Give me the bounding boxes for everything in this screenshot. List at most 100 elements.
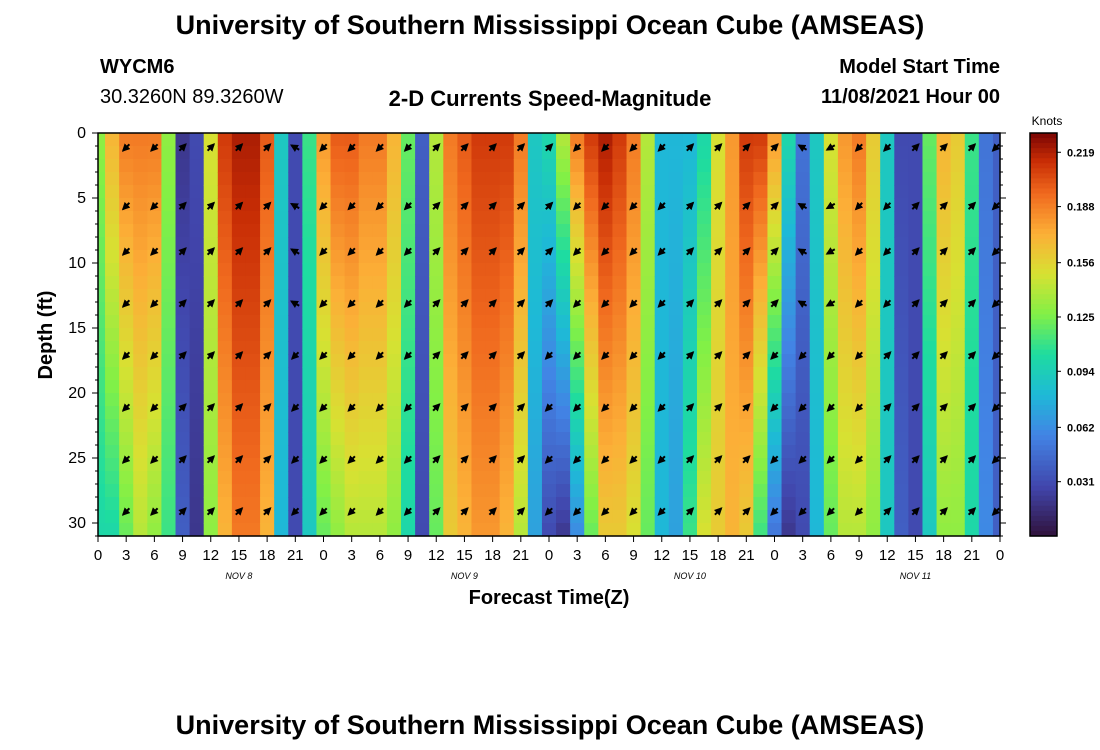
heatmap-cell [725,328,740,342]
colorbar-segment [1030,415,1057,421]
heatmap-cell [753,393,769,407]
heatmap-cell [231,211,247,225]
heatmap-cell [105,185,120,199]
heatmap-cell [612,380,628,394]
heatmap-cell [739,393,754,407]
heatmap-cell [133,354,148,368]
heatmap-cell [739,172,754,186]
heatmap-cell [894,302,909,316]
heatmap-cell [964,432,980,446]
heatmap-cell [640,393,656,407]
heatmap-cell [753,198,769,212]
current-vector-arrow [967,143,977,152]
heatmap-cell [344,432,360,446]
heatmap-cell [626,211,642,225]
heatmap-cell [415,380,430,394]
heatmap-cell [880,172,895,186]
heatmap-cell [344,211,360,225]
current-vector-arrow [460,247,469,256]
heatmap-cell [767,497,783,511]
heatmap-cell [119,484,134,498]
heatmap-cell [443,497,458,511]
heatmap-cell [217,510,233,524]
current-vector-arrow [403,201,413,211]
heatmap-cell [725,250,740,264]
heatmap-cell [725,146,740,160]
heatmap-cell [541,289,557,303]
heatmap-cell [358,419,374,433]
heatmap-cell [992,471,1001,485]
heatmap-cell [725,354,740,368]
heatmap-cell [527,250,543,264]
heatmap-cell [894,445,909,459]
heatmap-cell [837,471,853,485]
heatmap-cell [612,341,628,355]
heatmap-cell [429,471,444,485]
heatmap-cell [98,393,106,407]
heatmap-cell [429,393,444,407]
heatmap-cell [415,315,430,329]
heatmap-cell [626,341,642,355]
colorbar-segment [1030,334,1057,341]
heatmap-cell [485,367,501,381]
heatmap-cell [372,315,388,329]
heatmap-cell [499,341,515,355]
heatmap-cell [823,263,839,277]
heatmap-cell [274,185,289,199]
current-vector-arrow [375,247,385,256]
heatmap-cell [161,497,177,511]
date-label: NOV 10 [674,571,706,581]
heatmap-cell [358,354,374,368]
heatmap-cell [541,133,557,147]
heatmap-cell [725,133,740,147]
heatmap-cell [527,159,543,173]
heatmap-cell [203,419,219,433]
current-vector-arrow [432,247,441,256]
heatmap-cell [513,367,529,381]
heatmap-cell [527,211,543,225]
current-vector-arrow [262,351,272,360]
heatmap-cell [556,523,571,537]
heatmap-cell [330,250,346,264]
current-vector-arrow [432,299,441,308]
current-vector-arrow [319,201,328,211]
heatmap-cell [556,484,571,498]
current-vector-arrow [432,403,441,412]
colorbar-segment [1030,490,1057,497]
heatmap-cell [866,510,881,524]
heatmap-cell [217,445,233,459]
heatmap-cell [119,159,134,173]
heatmap-cell [739,159,754,173]
heatmap-cell [711,432,726,446]
heatmap-cell [837,510,853,524]
heatmap-cell [880,159,895,173]
heatmap-cell [302,224,318,238]
heatmap-cell [809,484,825,498]
heatmap-cell [203,380,219,394]
heatmap-cell [992,445,1001,459]
heatmap-cell [556,250,571,264]
heatmap-cell [992,289,1001,303]
heatmap-cell [541,497,557,511]
current-vector-arrow [262,403,272,412]
heatmap-cell [98,172,106,186]
current-vector-arrow [319,403,328,412]
heatmap-cell [527,276,543,290]
heatmap-cell [570,289,585,303]
heatmap-cell [429,341,444,355]
heatmap-cell [767,211,783,225]
heatmap-cell [527,393,543,407]
heatmap-cell [161,250,177,264]
heatmap-cell [358,406,374,420]
heatmap-cell [668,211,684,225]
heatmap-cell [274,458,289,472]
current-vector-arrow [460,403,469,412]
heatmap-cell [668,263,684,277]
heatmap-cell [908,159,924,173]
heatmap-cell [908,133,924,147]
heatmap-cell [401,445,416,459]
current-vector-arrow [883,507,892,516]
current-vector-arrow [713,201,723,211]
heatmap-cell [429,315,444,329]
heatmap-cell [640,341,656,355]
